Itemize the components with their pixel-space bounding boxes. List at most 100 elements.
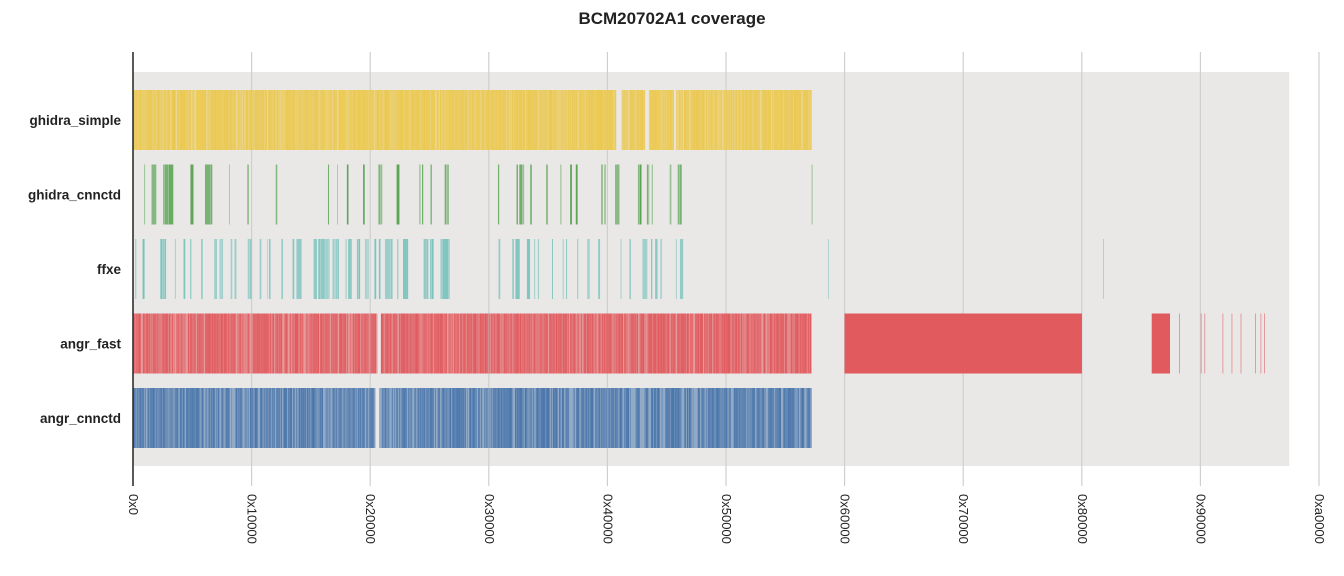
coverage-line [484,90,486,150]
coverage-line [575,164,578,225]
coverage-line [304,388,307,448]
coverage-line [721,388,723,448]
coverage-line [418,90,420,150]
coverage-line [215,313,217,374]
coverage-line [573,90,575,150]
coverage-line [516,164,518,225]
coverage-line [367,239,369,299]
coverage-line [596,388,597,448]
coverage-line [163,313,165,374]
coverage-line [789,388,791,448]
coverage-line [255,90,257,150]
coverage-line [639,164,642,225]
coverage-line [432,388,434,448]
coverage-line [742,388,744,448]
coverage-line [332,90,334,150]
coverage-line [206,313,209,374]
coverage-line [260,90,263,150]
coverage-line [551,90,553,150]
coverage-line [804,90,806,150]
coverage-line [713,388,715,448]
coverage-line [668,388,671,448]
coverage-line [142,239,145,299]
coverage-line [636,90,638,150]
coverage-line [406,313,408,374]
coverage-line [751,388,754,448]
coverage-line [198,313,201,374]
coverage-line [709,388,711,448]
coverage-line [520,90,522,150]
coverage-line [664,90,665,150]
x-tick-label: 0x80000 [1075,494,1090,544]
coverage-line [171,313,173,374]
coverage-line [504,313,506,374]
coverage-line [136,388,138,448]
coverage-line [500,90,502,150]
coverage-line [450,313,452,374]
coverage-line [234,239,237,299]
coverage-block [844,313,1082,374]
coverage-line [203,313,204,374]
coverage-line [587,90,589,150]
coverage-line [756,388,757,448]
coverage-line [304,90,307,150]
coverage-line [807,90,809,150]
chart-title: BCM20702A1 coverage [578,9,765,28]
coverage-line [325,388,327,448]
coverage-line [385,313,387,374]
coverage-line [547,90,548,150]
coverage-line [481,90,483,150]
coverage-line [306,388,309,448]
coverage-line [232,90,234,150]
coverage-line [578,388,580,448]
coverage-line [531,388,533,448]
coverage-line [666,313,668,374]
coverage-line [222,313,224,374]
coverage-line [677,388,680,448]
coverage-line [358,388,360,448]
coverage-line [801,313,803,374]
coverage-line [658,90,660,150]
coverage-line [528,90,530,150]
coverage-line [175,388,177,448]
coverage-line [767,90,770,150]
coverage-line [362,388,364,448]
coverage-line [766,90,768,150]
coverage-line [565,313,567,374]
coverage-line [515,90,517,150]
coverage-line [218,388,220,448]
coverage-line [788,313,790,374]
coverage-line [384,313,387,374]
coverage-line [290,388,292,448]
coverage-line [200,90,202,150]
coverage-line [529,313,531,374]
coverage-line [632,90,634,150]
coverage-line [305,90,307,150]
coverage-line [245,313,247,374]
coverage-line [788,388,791,448]
coverage-line [409,388,411,448]
coverage-line [310,90,312,150]
coverage-line [279,313,281,374]
coverage-line [411,313,414,374]
coverage-line [221,313,223,374]
coverage-line [763,313,765,374]
coverage-line [166,313,168,374]
coverage-line [638,90,641,150]
coverage-line [259,313,262,374]
coverage-line [805,90,807,150]
coverage-line [710,313,712,374]
coverage-line [761,90,763,150]
coverage-line [661,388,663,448]
coverage-line [524,388,527,448]
coverage-line [183,90,185,150]
coverage-line [438,90,440,150]
coverage-line [711,90,713,150]
coverage-line [827,239,829,299]
coverage-line [345,313,347,374]
coverage-line [418,313,420,374]
coverage-line [140,313,141,374]
coverage-line [607,388,609,448]
coverage-line [442,90,445,150]
coverage-line [424,313,426,374]
